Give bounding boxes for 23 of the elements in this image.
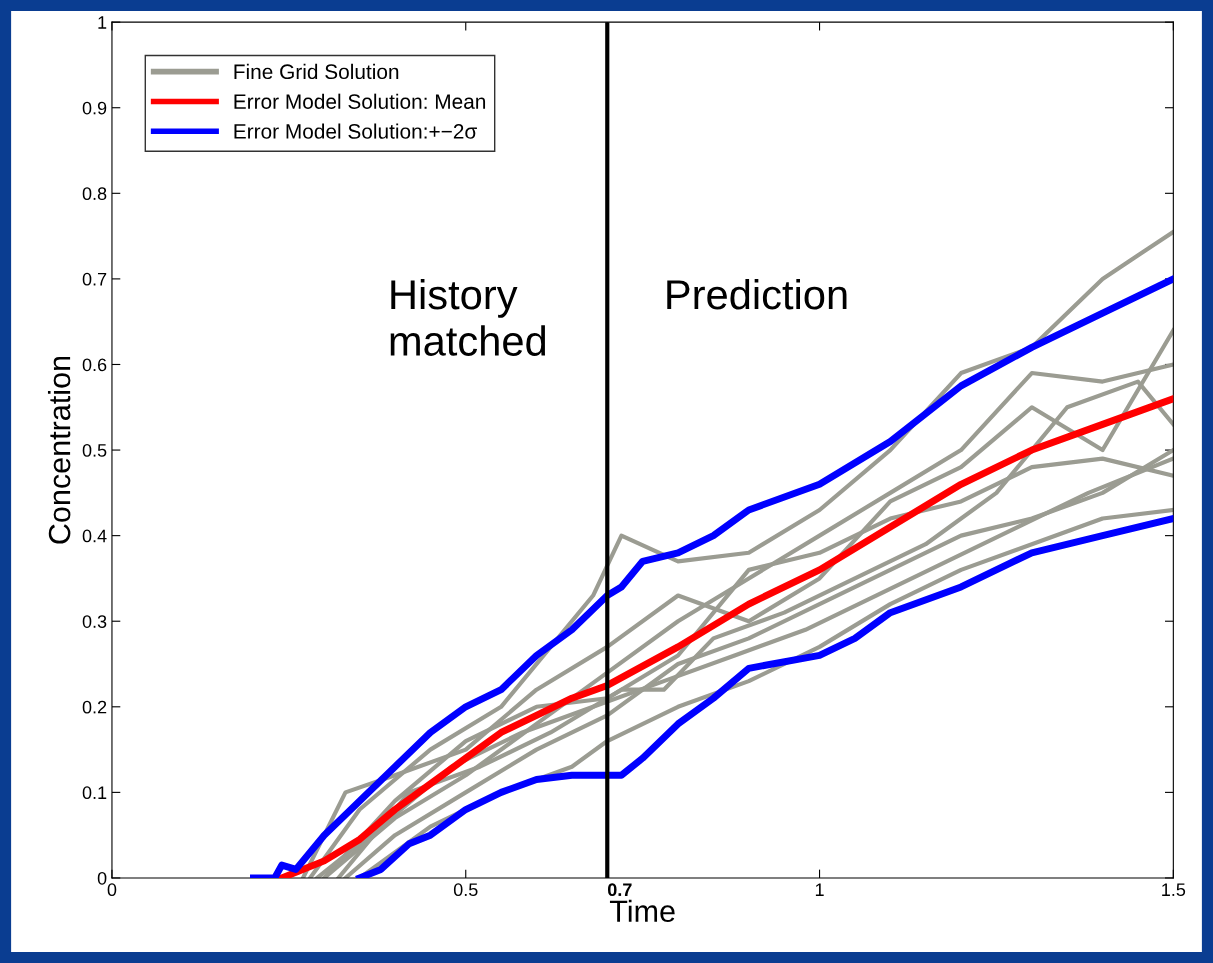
legend-label: Fine Grid Solution [234,63,399,80]
y-tick-label: 0.4 [82,529,107,543]
annotation: Prediction [667,278,847,310]
annotation: History matched [390,278,546,356]
y-tick-label: 0.7 [82,272,107,286]
x-tick-label: 0.7 [607,883,632,897]
x-tick-label: 0.5 [453,883,478,897]
x-tick-label: 1 [815,883,824,896]
x-axis-title: Time [609,899,675,923]
legend-label: Error Model Solution:+−2σ [234,123,477,139]
y-tick-label: 1 [98,16,107,29]
y-tick-label: 0.5 [82,443,107,457]
y-tick-label: 0.3 [82,615,107,628]
y-tick-label: 0.6 [82,358,107,372]
y-tick-label: 0.8 [82,187,107,201]
x-tick-label: 1.5 [1162,883,1186,897]
legend-label: Error Model Solution: Mean [234,93,486,109]
y-tick-label: 0.2 [82,700,107,714]
y-tick-label: 0 [97,871,107,885]
x-tick-label: 0 [107,883,117,897]
y-tick-label: 0.9 [82,101,107,115]
y-axis-title: Concentration [47,356,71,544]
y-tick-label: 0.1 [82,786,107,800]
